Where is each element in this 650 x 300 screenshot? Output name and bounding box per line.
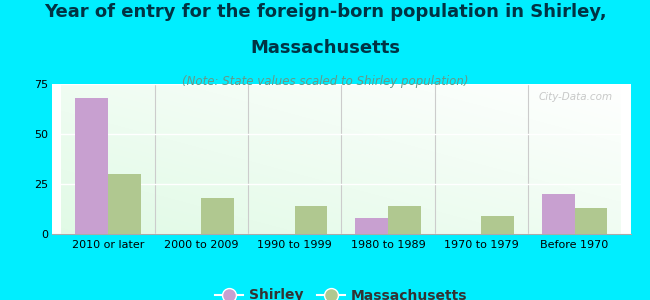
Text: City-Data.com: City-Data.com [539,92,613,101]
Bar [75,98,108,234]
Bar [356,218,388,234]
Bar [481,216,514,234]
Bar [388,206,421,234]
Bar [108,174,140,234]
Bar [202,198,234,234]
Text: Massachusetts: Massachusetts [250,39,400,57]
Legend: Shirley, Massachusetts: Shirley, Massachusetts [210,283,473,300]
Bar [575,208,607,234]
Bar [542,194,575,234]
Bar [294,206,327,234]
Text: (Note: State values scaled to Shirley population): (Note: State values scaled to Shirley po… [182,75,468,88]
Text: Year of entry for the foreign-born population in Shirley,: Year of entry for the foreign-born popul… [44,3,606,21]
